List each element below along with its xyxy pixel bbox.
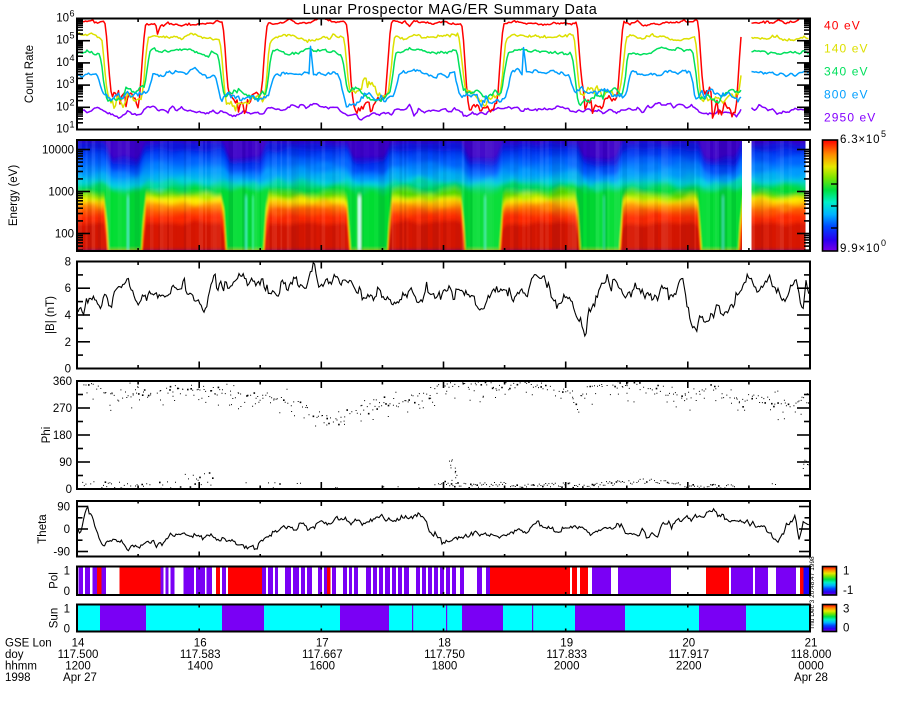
svg-text:21: 21 — [805, 638, 818, 650]
svg-text:Phi: Phi — [41, 427, 53, 444]
svg-text:10000: 10000 — [42, 145, 74, 157]
svg-text:10: 10 — [56, 79, 69, 91]
svg-text:0: 0 — [64, 524, 70, 536]
svg-text:Sun: Sun — [49, 608, 61, 628]
svg-text:270: 270 — [53, 403, 72, 415]
svg-text:|B| (nT): |B| (nT) — [45, 296, 57, 334]
svg-text:2: 2 — [70, 97, 75, 107]
svg-text:10: 10 — [56, 124, 69, 136]
svg-text:0: 0 — [64, 586, 70, 598]
svg-text:Theta: Theta — [37, 514, 49, 544]
svg-text:6.3×10: 6.3×10 — [840, 134, 880, 146]
svg-text:0: 0 — [65, 364, 71, 376]
svg-text:90: 90 — [57, 502, 70, 514]
svg-text:340 eV: 340 eV — [824, 65, 869, 79]
svg-text:10: 10 — [56, 57, 69, 69]
svg-text:90: 90 — [59, 457, 72, 469]
svg-text:GSE Lon: GSE Lon — [5, 638, 52, 650]
svg-text:1: 1 — [64, 604, 70, 616]
svg-text:117.917: 117.917 — [668, 649, 709, 661]
svg-text:Energy (eV): Energy (eV) — [8, 165, 20, 227]
svg-text:9.9×10: 9.9×10 — [840, 243, 880, 255]
svg-text:10: 10 — [56, 13, 69, 25]
svg-text:1: 1 — [64, 566, 70, 578]
svg-text:5: 5 — [70, 31, 75, 41]
svg-text:0: 0 — [843, 623, 849, 635]
svg-text:10: 10 — [56, 35, 69, 47]
svg-text:8: 8 — [65, 257, 71, 269]
svg-text:Apr 28: Apr 28 — [794, 672, 828, 684]
svg-text:117.583: 117.583 — [180, 649, 221, 661]
svg-text:Count Rate: Count Rate — [24, 45, 36, 103]
svg-text:Apr 27: Apr 27 — [63, 672, 97, 684]
svg-text:1400: 1400 — [187, 661, 213, 673]
svg-text:18: 18 — [438, 638, 451, 650]
svg-text:5: 5 — [881, 129, 886, 139]
svg-text:118.000: 118.000 — [791, 649, 832, 661]
svg-text:16: 16 — [194, 638, 207, 650]
svg-text:117.500: 117.500 — [58, 649, 99, 661]
svg-text:2200: 2200 — [676, 661, 702, 673]
svg-text:0: 0 — [64, 624, 70, 636]
svg-text:1: 1 — [843, 566, 849, 578]
svg-text:hhmm: hhmm — [5, 661, 37, 673]
svg-text:180: 180 — [53, 430, 72, 442]
svg-text:2000: 2000 — [554, 661, 580, 673]
svg-text:1000: 1000 — [48, 187, 74, 199]
svg-text:117.750: 117.750 — [424, 649, 465, 661]
svg-text:Thu Dec 3 20:48:47 1998: Thu Dec 3 20:48:47 1998 — [809, 556, 816, 630]
svg-text:1200: 1200 — [65, 661, 91, 673]
svg-text:1800: 1800 — [432, 661, 458, 673]
svg-text:360: 360 — [53, 376, 72, 388]
svg-text:117.667: 117.667 — [302, 649, 343, 661]
svg-text:4: 4 — [65, 310, 72, 322]
svg-text:3: 3 — [843, 604, 849, 616]
svg-text:19: 19 — [560, 638, 573, 650]
svg-text:3: 3 — [70, 75, 75, 85]
svg-text:doy: doy — [5, 649, 24, 661]
svg-text:4: 4 — [70, 53, 75, 63]
svg-text:-90: -90 — [53, 547, 70, 559]
svg-text:1600: 1600 — [310, 661, 336, 673]
svg-text:20: 20 — [682, 638, 695, 650]
svg-text:1998: 1998 — [5, 672, 31, 684]
svg-text:140 eV: 140 eV — [824, 42, 869, 56]
svg-text:6: 6 — [70, 9, 75, 19]
svg-text:Pol: Pol — [49, 572, 61, 589]
svg-text:10: 10 — [56, 101, 69, 113]
svg-text:0: 0 — [66, 484, 72, 496]
svg-text:117.833: 117.833 — [546, 649, 587, 661]
svg-text:40 eV: 40 eV — [824, 19, 861, 33]
svg-text:1: 1 — [70, 120, 75, 130]
svg-text:100: 100 — [55, 229, 74, 241]
svg-text:2: 2 — [65, 337, 71, 349]
svg-text:14: 14 — [72, 638, 85, 650]
svg-text:2950 eV: 2950 eV — [824, 111, 876, 125]
svg-text:800 eV: 800 eV — [824, 88, 869, 102]
svg-text:Lunar Prospector MAG/ER Summar: Lunar Prospector MAG/ER Summary Data — [303, 2, 598, 18]
svg-text:-1: -1 — [843, 585, 853, 597]
svg-text:0000: 0000 — [798, 661, 824, 673]
svg-text:6: 6 — [65, 283, 71, 295]
svg-text:17: 17 — [316, 638, 329, 650]
svg-text:0: 0 — [881, 238, 886, 248]
